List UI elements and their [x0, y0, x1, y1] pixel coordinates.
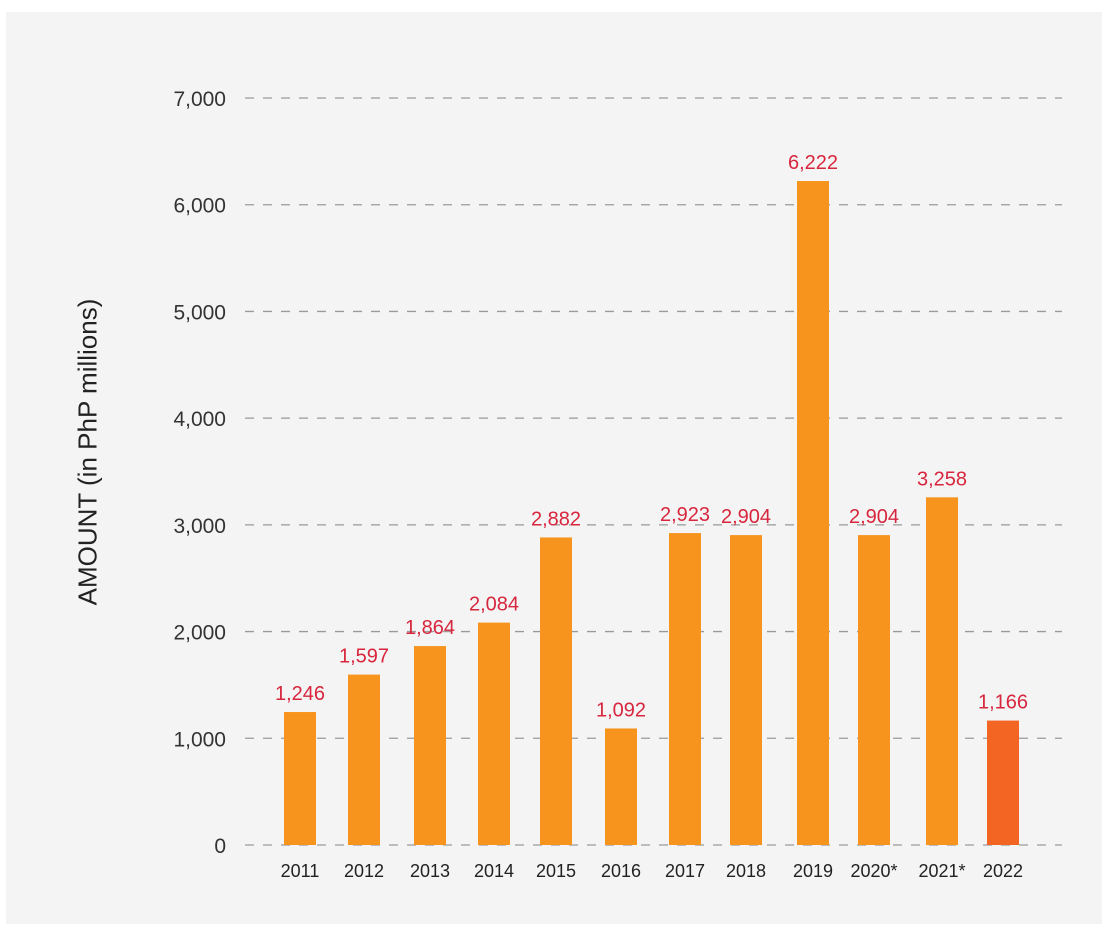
y-tick-label: 6,000 — [173, 195, 226, 218]
data-label: 1,864 — [405, 617, 455, 639]
y-tick-label: 7,000 — [173, 88, 226, 111]
bar — [540, 537, 572, 845]
y-tick-label: 0 — [214, 835, 226, 858]
data-label: 1,246 — [275, 683, 325, 705]
x-tick-label: 2012 — [344, 861, 384, 881]
data-label: 1,597 — [339, 646, 389, 668]
x-tick-label: 2020* — [850, 861, 897, 881]
data-label: 1,166 — [978, 692, 1028, 714]
x-tick-label: 2019 — [793, 861, 833, 881]
x-tick-label: 2014 — [474, 861, 514, 881]
y-tick-label: 4,000 — [173, 408, 226, 431]
x-tick-label: 2021* — [918, 861, 965, 881]
y-tick-label: 2,000 — [173, 622, 226, 645]
bar — [858, 535, 890, 845]
data-label: 2,882 — [531, 508, 581, 530]
bar — [987, 720, 1019, 845]
x-tick-label: 2013 — [410, 861, 450, 881]
bar — [730, 535, 762, 845]
y-tick-label: 1,000 — [173, 728, 226, 751]
data-label: 2,904 — [849, 506, 899, 528]
bar — [284, 712, 316, 845]
x-tick-label: 2011 — [281, 861, 320, 881]
y-tick-label: 5,000 — [173, 301, 226, 324]
bar — [414, 646, 446, 845]
bar — [669, 533, 701, 845]
x-tick-label: 2022 — [983, 861, 1023, 881]
data-label: 2,904 — [721, 506, 771, 528]
bar — [348, 674, 380, 845]
x-tick-label: 2018 — [726, 861, 766, 881]
data-label: 6,222 — [788, 152, 838, 174]
y-axis-ticks: 0 1,000 2,000 3,000 4,000 5,000 6,000 7,000 — [173, 88, 226, 858]
y-tick-label: 3,000 — [173, 515, 226, 538]
data-label: 2,923 — [660, 504, 710, 526]
data-label: 1,092 — [596, 699, 646, 721]
bar — [478, 622, 510, 845]
x-tick-label: 2017 — [665, 861, 705, 881]
bars — [284, 181, 1019, 846]
x-tick-label: 2015 — [536, 861, 576, 881]
bar — [605, 728, 637, 845]
bar — [797, 181, 829, 846]
x-tick-label: 2016 — [601, 861, 641, 881]
x-axis-ticks: 2011 2012 2013 2014 2015 2016 2017 2018 2019 2020… — [281, 861, 1023, 881]
data-label: 3,258 — [917, 468, 967, 490]
data-labels: 1,246 1,597 1,864 2,084 2,882 1,092 2,923 2,904… — [275, 152, 1028, 721]
data-label: 2,084 — [469, 594, 519, 616]
bar — [926, 497, 958, 845]
